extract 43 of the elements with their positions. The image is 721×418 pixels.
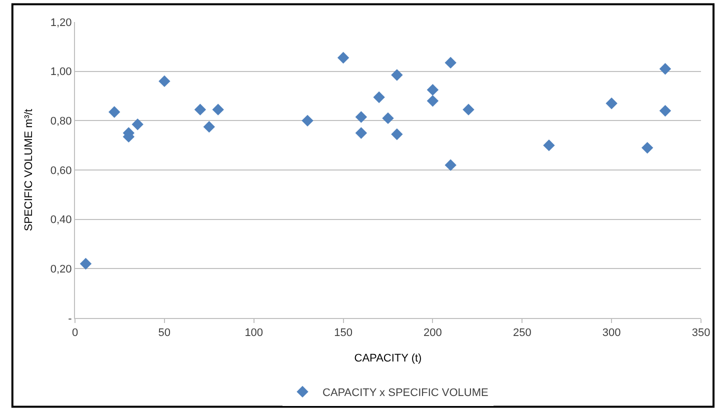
point [391,128,403,140]
y-tick-label: 0,40 [50,214,72,226]
point [355,111,368,123]
legend-label: CAPACITY x SPECIFIC VOLUME [322,386,488,399]
x-tick-label: 250 [512,327,532,340]
point [659,104,672,117]
y-axis-title: SPECIFIC VOLUME m³/t [23,108,36,232]
x-tick-label: 50 [158,327,171,340]
y-tick-label: 0,20 [50,264,72,276]
y-tick-label: - [68,312,72,325]
x-tick-label: 350 [692,327,710,340]
point [108,106,120,118]
x-tick-label: 100 [244,327,264,340]
point [391,69,403,81]
point [337,52,350,64]
point [194,104,206,116]
point [132,118,144,130]
x-tick-label: 200 [424,327,442,340]
point [659,63,672,75]
point [426,84,439,96]
point [462,104,474,116]
y-tick-label: 1,00 [50,66,72,78]
point [203,120,215,133]
point [426,95,439,107]
point [444,159,456,171]
point [80,258,92,270]
x-tick-label: 0 [72,327,78,340]
y-tick-label: 0,80 [50,116,72,128]
point [355,127,368,139]
x-tick-label: 300 [602,327,621,340]
x-tick-label: 150 [334,327,352,340]
point [641,142,654,154]
point [543,139,555,152]
point [302,114,314,127]
point [382,112,394,124]
y-tick-label: 1,20 [50,16,72,29]
x-axis-title: CAPACITY (t) [354,352,422,364]
point [158,75,170,88]
y-tick-label: 0,60 [50,164,72,177]
point [444,56,456,69]
point [373,91,385,104]
point [606,98,618,110]
point [212,104,224,116]
